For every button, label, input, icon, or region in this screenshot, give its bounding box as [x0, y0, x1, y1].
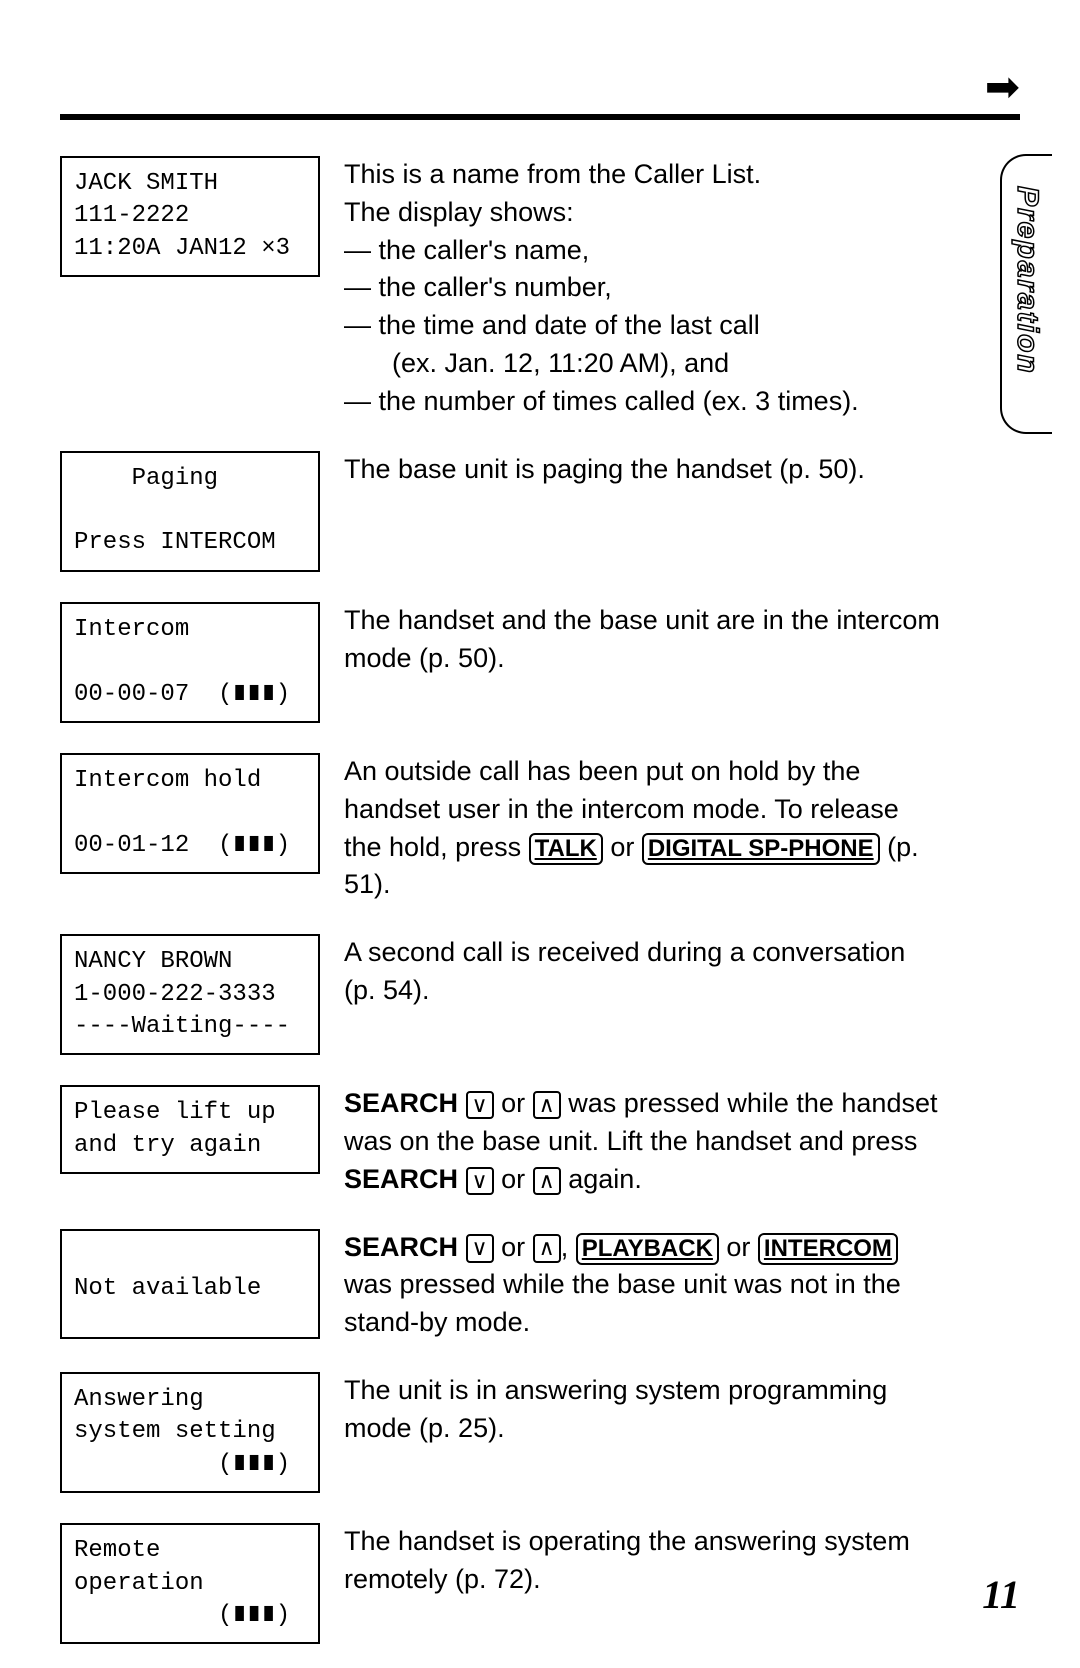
page-number: 11 — [982, 1571, 1020, 1618]
key-label: PLAYBACK — [576, 1233, 719, 1266]
table-row: NANCY BROWN 1-000-222-3333 ----Waiting--… — [60, 934, 940, 1055]
arrow-icon: ∧ — [533, 1234, 561, 1262]
display-screen: JACK SMITH 111-2222 11:20A JAN12 ×3 — [60, 156, 320, 277]
table-row: Not available SEARCH ∨ or ∧, PLAYBACK or… — [60, 1229, 940, 1342]
display-screen: Answering system setting (∎∎∎) — [60, 1372, 320, 1493]
display-screen: Remote operation (∎∎∎) — [60, 1523, 320, 1644]
list-item: — the caller's name, — [344, 232, 940, 270]
table-row: JACK SMITH 111-2222 11:20A JAN12 ×3This … — [60, 156, 940, 421]
display-screen: Intercom 00-00-07 (∎∎∎) — [60, 602, 320, 723]
bold-text: SEARCH — [344, 1232, 466, 1262]
description-text: An outside call has been put on hold by … — [344, 753, 940, 904]
arrow-icon: ∨ — [466, 1234, 494, 1262]
list-item: (ex. Jan. 12, 11:20 AM), and — [344, 345, 940, 383]
key-label: DIGITAL SP-PHONE — [642, 833, 880, 866]
key-label: INTERCOM — [758, 1233, 898, 1266]
arrow-icon: ∨ — [466, 1167, 494, 1195]
content-area: JACK SMITH 111-2222 11:20A JAN12 ×3This … — [60, 156, 1020, 1644]
description-text: The unit is in answering system programm… — [344, 1372, 940, 1448]
arrow-icon: ∨ — [466, 1091, 494, 1119]
display-screen: Please lift up and try again — [60, 1085, 320, 1174]
bold-text: SEARCH — [344, 1164, 466, 1194]
next-page-arrow-icon: ➡ — [985, 62, 1020, 111]
arrow-icon: ∧ — [533, 1167, 561, 1195]
description-text: The handset and the base unit are in the… — [344, 602, 940, 678]
display-screen: Paging Press INTERCOM — [60, 451, 320, 572]
description-text: SEARCH ∨ or ∧, PLAYBACK or INTERCOM was … — [344, 1229, 940, 1342]
description-text: SEARCH ∨ or ∧ was pressed while the hand… — [344, 1085, 940, 1198]
key-label: TALK — [529, 833, 603, 866]
table-row: Answering system setting (∎∎∎) The unit i… — [60, 1372, 940, 1493]
display-screen: Not available — [60, 1229, 320, 1339]
table-row: Please lift up and try again SEARCH ∨ or … — [60, 1085, 940, 1198]
description-text: The handset is operating the answering s… — [344, 1523, 940, 1599]
table-row: Intercom hold 00-01-12 (∎∎∎)An outside c… — [60, 753, 940, 904]
list-item: — the number of times called (ex. 3 time… — [344, 383, 940, 421]
list-item: — the time and date of the last call — [344, 307, 940, 345]
display-screen: Intercom hold 00-01-12 (∎∎∎) — [60, 753, 320, 874]
description-text: The base unit is paging the handset (p. … — [344, 451, 940, 489]
display-screen: NANCY BROWN 1-000-222-3333 ----Waiting--… — [60, 934, 320, 1055]
bold-text: SEARCH — [344, 1088, 466, 1118]
description-text: This is a name from the Caller List.The … — [344, 156, 940, 421]
top-rule — [60, 114, 1020, 120]
arrow-icon: ∧ — [533, 1091, 561, 1119]
description-text: A second call is received during a conve… — [344, 934, 940, 1010]
table-row: Paging Press INTERCOM The base unit is pa… — [60, 451, 940, 572]
table-row: Intercom 00-00-07 (∎∎∎) The handset and t… — [60, 602, 940, 723]
list-item: — the caller's number, — [344, 269, 940, 307]
table-row: Remote operation (∎∎∎) The handset is ope… — [60, 1523, 940, 1644]
